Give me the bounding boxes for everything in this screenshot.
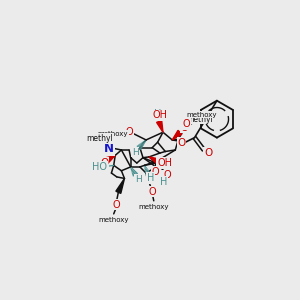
Text: H: H: [132, 148, 139, 157]
Text: methoxy: methoxy: [98, 131, 128, 137]
Text: O: O: [177, 138, 186, 148]
Text: O: O: [100, 158, 109, 168]
Text: N: N: [104, 142, 114, 155]
Text: H: H: [160, 176, 167, 187]
Text: OH: OH: [152, 110, 167, 120]
Text: O: O: [148, 187, 156, 196]
Text: O: O: [182, 119, 190, 129]
Text: methoxy: methoxy: [98, 217, 129, 223]
Polygon shape: [106, 155, 115, 162]
Polygon shape: [172, 130, 182, 140]
Text: H: H: [135, 175, 142, 184]
Text: H: H: [154, 109, 161, 119]
Text: O: O: [152, 167, 159, 176]
Text: OH: OH: [157, 158, 172, 168]
Text: O: O: [181, 123, 188, 133]
Text: O: O: [163, 170, 171, 180]
Text: HO: HO: [92, 162, 107, 172]
Text: methyl: methyl: [187, 115, 213, 124]
Text: methoxy: methoxy: [186, 112, 217, 118]
Polygon shape: [149, 157, 160, 164]
Text: O: O: [125, 127, 133, 137]
Text: methyl: methyl: [86, 134, 113, 143]
Text: H: H: [147, 175, 154, 184]
Text: H: H: [147, 173, 154, 183]
Polygon shape: [116, 178, 124, 194]
Polygon shape: [157, 121, 163, 132]
Text: methoxy: methoxy: [139, 204, 169, 210]
Text: O: O: [113, 200, 121, 210]
Text: O: O: [204, 148, 212, 158]
